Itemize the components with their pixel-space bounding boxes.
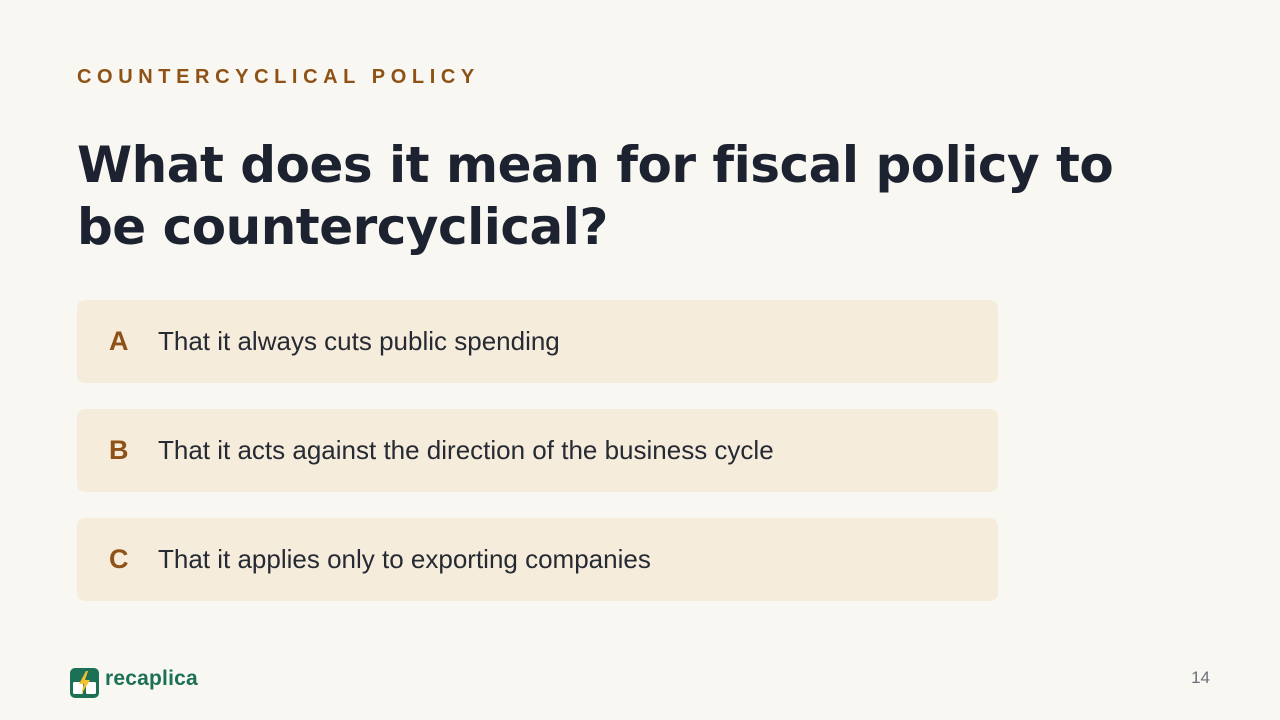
page-number: 14 — [1191, 668, 1210, 687]
option-letter: A — [109, 326, 129, 356]
option-text: That it acts against the direction of th… — [158, 435, 774, 465]
answer-option-a[interactable]: A That it always cuts public spending — [77, 300, 998, 383]
question-heading: What does it mean for fiscal policy to b… — [77, 136, 1114, 256]
answer-option-b[interactable]: B That it acts against the direction of … — [77, 409, 998, 492]
brand-logo: recaplica — [70, 667, 198, 698]
answer-options: A That it always cuts public spending B … — [77, 300, 998, 627]
option-text: That it always cuts public spending — [158, 326, 560, 356]
lightning-bolt-icon — [70, 668, 99, 698]
option-text: That it applies only to exporting compan… — [158, 544, 651, 574]
option-letter: C — [109, 544, 129, 574]
option-letter: B — [109, 435, 129, 465]
brand-name: recaplica — [105, 667, 198, 690]
section-eyebrow: COUNTERCYCLICAL POLICY — [77, 66, 480, 88]
answer-option-c[interactable]: C That it applies only to exporting comp… — [77, 518, 998, 601]
